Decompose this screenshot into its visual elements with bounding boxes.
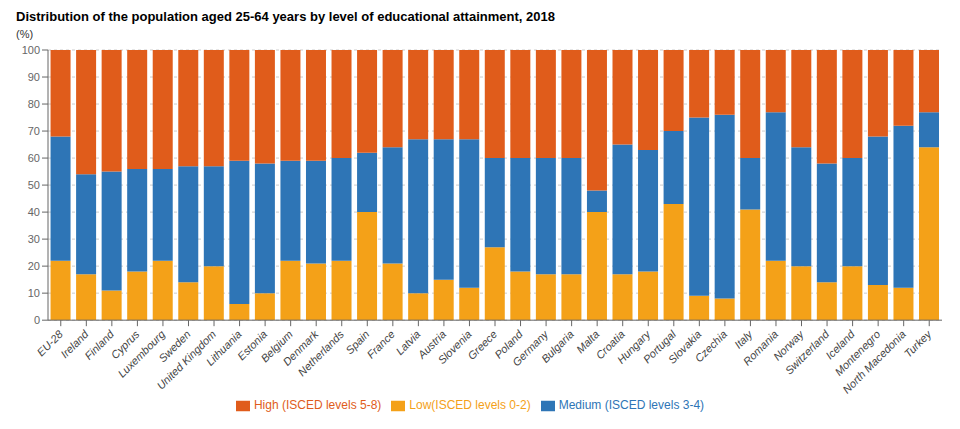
svg-text:60: 60 — [28, 152, 40, 164]
svg-text:Cyprus: Cyprus — [108, 327, 142, 362]
svg-text:Italy: Italy — [731, 327, 755, 351]
svg-text:Austria: Austria — [415, 327, 449, 361]
svg-text:40: 40 — [28, 206, 40, 218]
svg-text:Norway: Norway — [770, 327, 806, 363]
svg-text:France: France — [364, 328, 397, 361]
svg-text:80: 80 — [28, 98, 40, 110]
svg-text:10: 10 — [28, 287, 40, 299]
html-text:Low(ISCED levels 0-2): Low(ISCED levels 0-2) — [409, 398, 531, 413]
svg-text:North Macedonia: North Macedonia — [840, 328, 908, 396]
svg-text:Slovakia: Slovakia — [665, 327, 704, 366]
svg-text:Latvia: Latvia — [393, 327, 423, 358]
svg-text:Slovenia: Slovenia — [435, 328, 473, 366]
svg-text:Finland: Finland — [82, 327, 117, 362]
svg-text:100: 100 — [22, 44, 40, 56]
svg-text:30: 30 — [28, 233, 40, 245]
svg-text:Poland: Poland — [492, 327, 525, 361]
svg-text:50: 50 — [28, 179, 40, 191]
html-text:High (ISCED levels 5-8): High (ISCED levels 5-8) — [253, 398, 382, 413]
svg-text:Montenegro: Montenegro — [832, 327, 883, 378]
svg-text:Denmark: Denmark — [280, 327, 321, 368]
svg-text:Iceland: Iceland — [823, 327, 857, 362]
svg-text:Greece: Greece — [465, 328, 499, 362]
svg-text:Malta: Malta — [573, 327, 602, 356]
svg-text:Switzerland: Switzerland — [782, 327, 832, 377]
svg-text:20: 20 — [28, 260, 40, 272]
svg-text:United Kingdom: United Kingdom — [154, 327, 219, 392]
svg-text:Luxembourg: Luxembourg — [115, 327, 168, 380]
svg-text:Czechia: Czechia — [693, 328, 730, 365]
svg-text:Bulgaria: Bulgaria — [539, 328, 576, 365]
html-text:Medium (ISCED levels 3-4): Medium (ISCED levels 3-4) — [558, 398, 705, 413]
svg-text:Romania: Romania — [741, 328, 781, 368]
svg-text:Croatia: Croatia — [593, 327, 627, 362]
svg-text:Estonia: Estonia — [234, 327, 270, 363]
svg-text:70: 70 — [28, 125, 40, 137]
svg-text:Netherlands: Netherlands — [296, 328, 347, 379]
html-text:Distribution of the population: Distribution of the population aged 25-6… — [16, 9, 555, 24]
svg-text:Ireland: Ireland — [58, 327, 91, 361]
svg-text:Germany: Germany — [509, 327, 551, 369]
svg-text:Lithuania: Lithuania — [204, 328, 244, 368]
svg-text:Turkey: Turkey — [902, 327, 935, 360]
svg-text:EU-28: EU-28 — [34, 327, 65, 359]
svg-text:Sweden: Sweden — [156, 327, 193, 365]
svg-text:90: 90 — [28, 71, 40, 83]
svg-text:Spain: Spain — [343, 327, 372, 357]
svg-text:Belgium: Belgium — [258, 327, 295, 365]
svg-text:Portugal: Portugal — [640, 327, 678, 366]
svg-text:Hungary: Hungary — [614, 327, 653, 366]
svg-text:0: 0 — [34, 314, 40, 326]
